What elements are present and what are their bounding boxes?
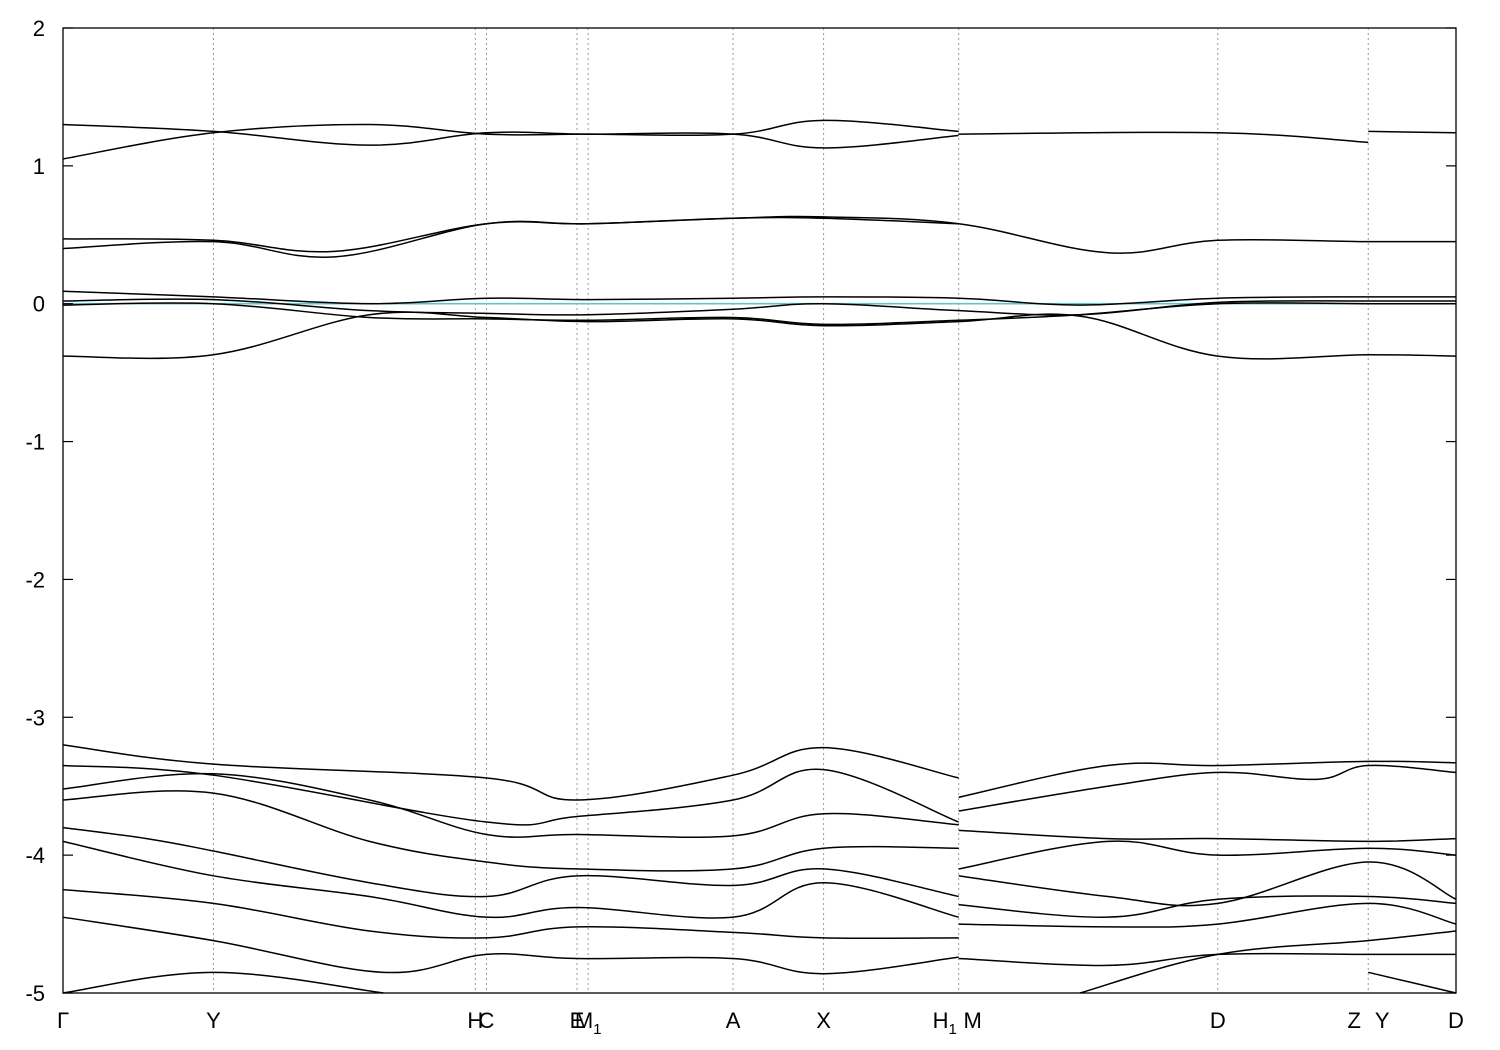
kpoint-label: D <box>1210 1008 1226 1033</box>
y-tick-label: -1 <box>25 430 45 455</box>
band-line <box>62 971 384 994</box>
y-tick-label: -3 <box>25 705 45 730</box>
band-line <box>62 744 959 801</box>
band-line <box>62 888 959 940</box>
band-line <box>958 760 1457 798</box>
band-line <box>62 216 959 259</box>
kpoint-label: Y <box>206 1008 221 1033</box>
kpoint-label: X <box>816 1008 831 1033</box>
kpoint-label: Y <box>1375 1008 1390 1033</box>
kpoint-label: H1 <box>933 1008 957 1038</box>
kpoint-label: Z <box>1348 1008 1361 1033</box>
vertical-gridlines <box>212 28 1369 993</box>
y-tick-label: -4 <box>25 843 45 868</box>
band-line <box>62 790 959 872</box>
band-line <box>62 764 959 826</box>
y-tick-label: -5 <box>25 981 45 1006</box>
band-line <box>958 764 1457 812</box>
band-line <box>958 952 1456 967</box>
kpoint-label: E <box>570 1008 585 1033</box>
band-line <box>62 119 959 146</box>
band-line <box>62 123 959 160</box>
band-lines <box>62 119 1457 994</box>
band-line <box>958 840 1457 870</box>
kpoint-label: M1 <box>575 1008 602 1038</box>
y-tick-label: 2 <box>33 16 45 41</box>
kpoint-label: D <box>1448 1008 1464 1033</box>
y-tick-label: 1 <box>33 154 45 179</box>
band-line <box>62 290 1457 306</box>
kpoint-label: H <box>467 1008 483 1033</box>
band-line <box>62 916 959 975</box>
y-tick-label: 0 <box>33 292 45 317</box>
band-line <box>1368 130 1457 134</box>
kpoint-label: C <box>479 1008 495 1033</box>
band-line <box>1368 971 1457 994</box>
plot-frame <box>62 27 1457 994</box>
kpoint-label: Γ <box>57 1008 69 1033</box>
kpoint-label: M <box>964 1008 982 1033</box>
y-tick-label: -2 <box>25 567 45 592</box>
y-axis-ticks: 2 1 0 -1 -2 -3 -4 -5 <box>25 16 1456 1006</box>
band-line <box>958 829 1457 843</box>
kpoint-label: A <box>726 1008 741 1033</box>
band-line <box>62 298 1457 316</box>
band-line <box>958 131 1369 144</box>
band-line <box>958 902 1457 928</box>
band-line <box>62 772 959 838</box>
band-line <box>958 861 1457 907</box>
band-line <box>62 215 1457 254</box>
band-line <box>1079 930 1457 994</box>
kpoint-labels: Γ Y HC EM1 A X H1 M D Z Y D <box>57 1008 1464 1038</box>
band-line <box>62 311 1457 360</box>
band-line <box>62 826 959 898</box>
band-line <box>62 840 959 919</box>
band-line <box>62 302 1456 326</box>
band-line <box>958 895 1457 918</box>
